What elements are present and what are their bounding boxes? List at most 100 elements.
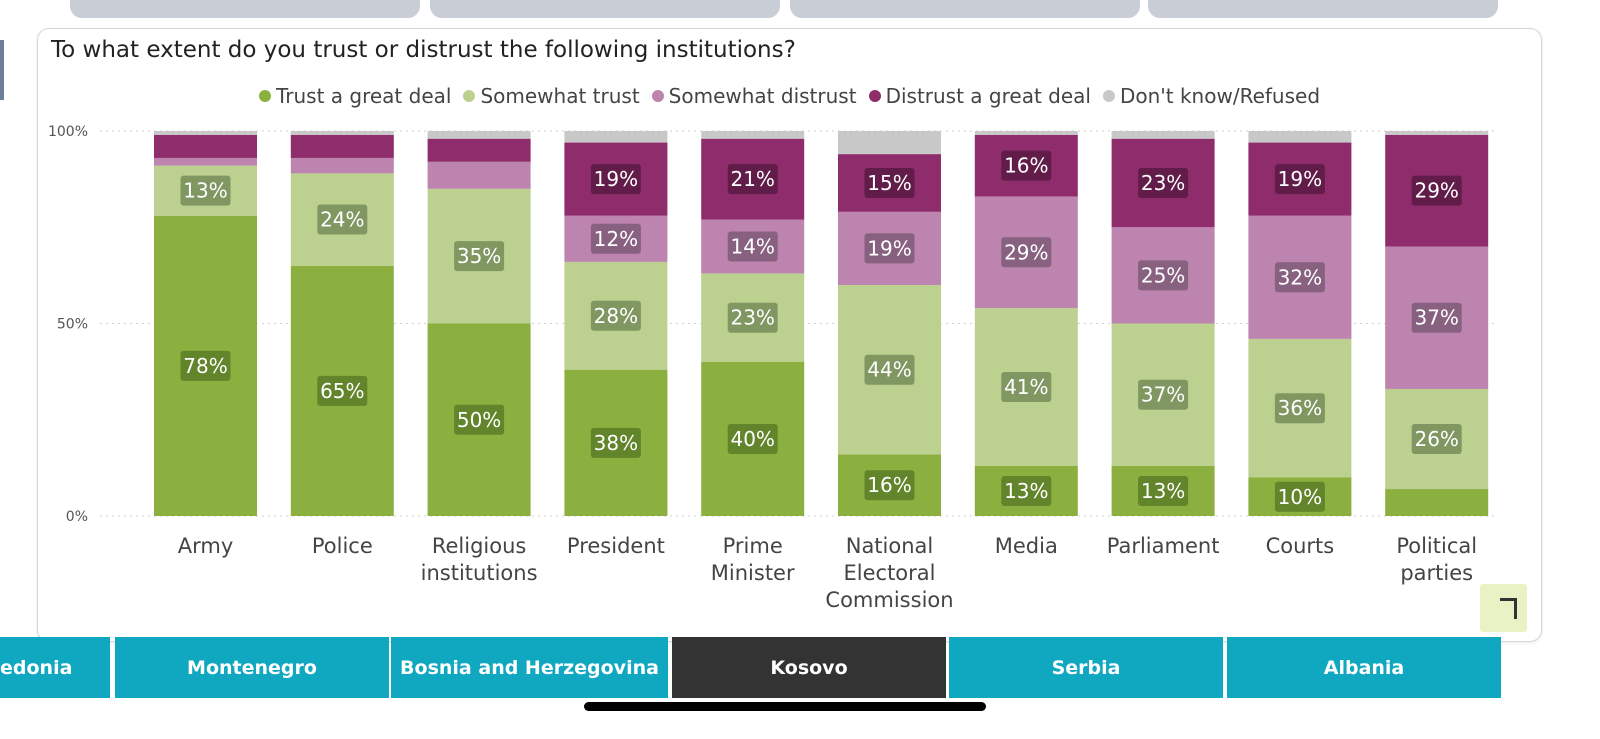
- x-tick-label: Police: [312, 534, 373, 558]
- data-label-bg: [1411, 424, 1462, 454]
- data-label-bg: [727, 424, 778, 454]
- chart-legend: Trust a great deal Somewhat trust Somewhat…: [38, 84, 1541, 108]
- x-tick-label: institutions: [421, 561, 538, 585]
- data-label: 23%: [1141, 171, 1185, 195]
- data-label: 29%: [1004, 240, 1048, 264]
- data-label: 19%: [594, 167, 638, 191]
- data-label-bg: [864, 233, 915, 264]
- legend-label: Somewhat trust: [480, 84, 640, 108]
- data-label-bg: [454, 404, 505, 435]
- x-tick-label: Electoral: [844, 561, 936, 585]
- data-label-bg: [1138, 260, 1189, 291]
- data-label: 15%: [867, 171, 911, 195]
- top-tab-2[interactable]: [430, 0, 780, 18]
- data-label: 14%: [730, 235, 774, 259]
- y-tick-label: 100%: [48, 124, 88, 140]
- x-tick-label: Army: [178, 534, 234, 558]
- data-label: 36%: [1278, 396, 1322, 420]
- data-label: 19%: [867, 236, 911, 260]
- data-label: 38%: [594, 431, 638, 455]
- country-tab-bar: edonia Montenegro Bosnia and Herzegovina Ko…: [0, 637, 1600, 698]
- y-tick-label: 50%: [57, 317, 88, 333]
- legend-label: Distrust a great deal: [885, 84, 1091, 108]
- data-label: 25%: [1141, 263, 1185, 287]
- legend-label: Somewhat distrust: [668, 84, 857, 108]
- data-label: 13%: [1141, 479, 1185, 503]
- data-label: 26%: [1414, 427, 1458, 451]
- legend-swatch: [258, 90, 271, 102]
- x-tick-label: Commission: [825, 588, 953, 612]
- data-label-bg: [1138, 475, 1189, 506]
- bar-segment: [838, 131, 941, 155]
- data-label: 37%: [1414, 306, 1458, 330]
- data-label: 23%: [730, 306, 774, 330]
- data-label-bg: [1001, 372, 1052, 403]
- bar-segment: [1385, 489, 1489, 516]
- bar-segment: [290, 157, 394, 174]
- data-label-bg: [1274, 481, 1325, 512]
- bar-segment: [974, 131, 1078, 135]
- data-label: 12%: [594, 227, 638, 251]
- data-label: 37%: [1141, 383, 1185, 407]
- x-tick-label: National: [846, 534, 934, 558]
- bar-segment: [290, 131, 394, 135]
- top-tab-4[interactable]: [1148, 0, 1498, 18]
- data-label: 13%: [1004, 479, 1048, 503]
- left-edge-decoration: [0, 40, 4, 100]
- bar-segment: [1111, 131, 1215, 139]
- country-tab[interactable]: Kosovo: [672, 637, 946, 698]
- y-tick-label: 0%: [66, 509, 88, 525]
- data-label-bg: [590, 223, 641, 254]
- data-label: 50%: [457, 408, 501, 432]
- data-label-bg: [1001, 475, 1052, 506]
- data-label: 65%: [320, 379, 364, 403]
- top-tab-3[interactable]: [790, 0, 1140, 18]
- data-label-bg: [590, 427, 641, 458]
- data-label: 16%: [867, 473, 911, 497]
- data-label: 21%: [730, 167, 774, 191]
- legend-item[interactable]: Distrust a great deal: [868, 84, 1091, 108]
- legend-item[interactable]: Trust a great deal: [258, 84, 451, 108]
- data-label-bg: [1138, 167, 1189, 198]
- x-tick-label: Prime: [723, 534, 783, 558]
- x-tick-label: parties: [1400, 561, 1473, 585]
- country-tab[interactable]: edonia: [0, 637, 110, 698]
- data-label-bg: [1001, 150, 1052, 181]
- country-tab[interactable]: Bosnia and Herzegovina: [391, 637, 668, 698]
- chart-title: To what extent do you trust or distrust …: [51, 37, 796, 63]
- data-label-bg: [1001, 237, 1052, 268]
- x-tick-label: Parliament: [1107, 534, 1220, 558]
- legend-label: Don't know/Refused: [1119, 84, 1321, 108]
- data-label-bg: [864, 470, 915, 501]
- country-tab[interactable]: Albania: [1227, 637, 1501, 698]
- country-tab[interactable]: Montenegro: [115, 637, 389, 698]
- data-label: 78%: [183, 354, 227, 378]
- bar-segment: [427, 131, 531, 139]
- legend-item[interactable]: Somewhat trust: [463, 84, 640, 108]
- data-label: 41%: [1004, 375, 1048, 399]
- data-label-bg: [1274, 262, 1325, 293]
- expand-button[interactable]: [1480, 584, 1527, 632]
- data-label: 19%: [1278, 167, 1322, 191]
- x-tick-label: Minister: [711, 561, 795, 585]
- data-label-bg: [1138, 379, 1189, 410]
- data-label-bg: [1411, 175, 1462, 206]
- legend-item[interactable]: Don't know/Refused: [1102, 84, 1321, 108]
- data-label-bg: [180, 175, 231, 206]
- data-label-bg: [864, 167, 915, 198]
- data-label-bg: [317, 375, 368, 406]
- data-label-bg: [180, 350, 231, 381]
- bar-segment: [290, 134, 394, 158]
- data-label-bg: [727, 164, 778, 195]
- data-label: 13%: [183, 179, 227, 203]
- data-label: 32%: [1278, 265, 1322, 289]
- legend-swatch: [868, 90, 881, 102]
- bar-segment: [154, 131, 257, 135]
- country-tab[interactable]: Serbia: [949, 637, 1223, 698]
- x-tick-label: Political: [1396, 534, 1477, 558]
- bar-segment: [564, 131, 668, 143]
- data-label-bg: [590, 300, 641, 331]
- data-label-bg: [590, 164, 641, 195]
- legend-item[interactable]: Somewhat distrust: [651, 84, 857, 108]
- top-tab-1[interactable]: [70, 0, 420, 18]
